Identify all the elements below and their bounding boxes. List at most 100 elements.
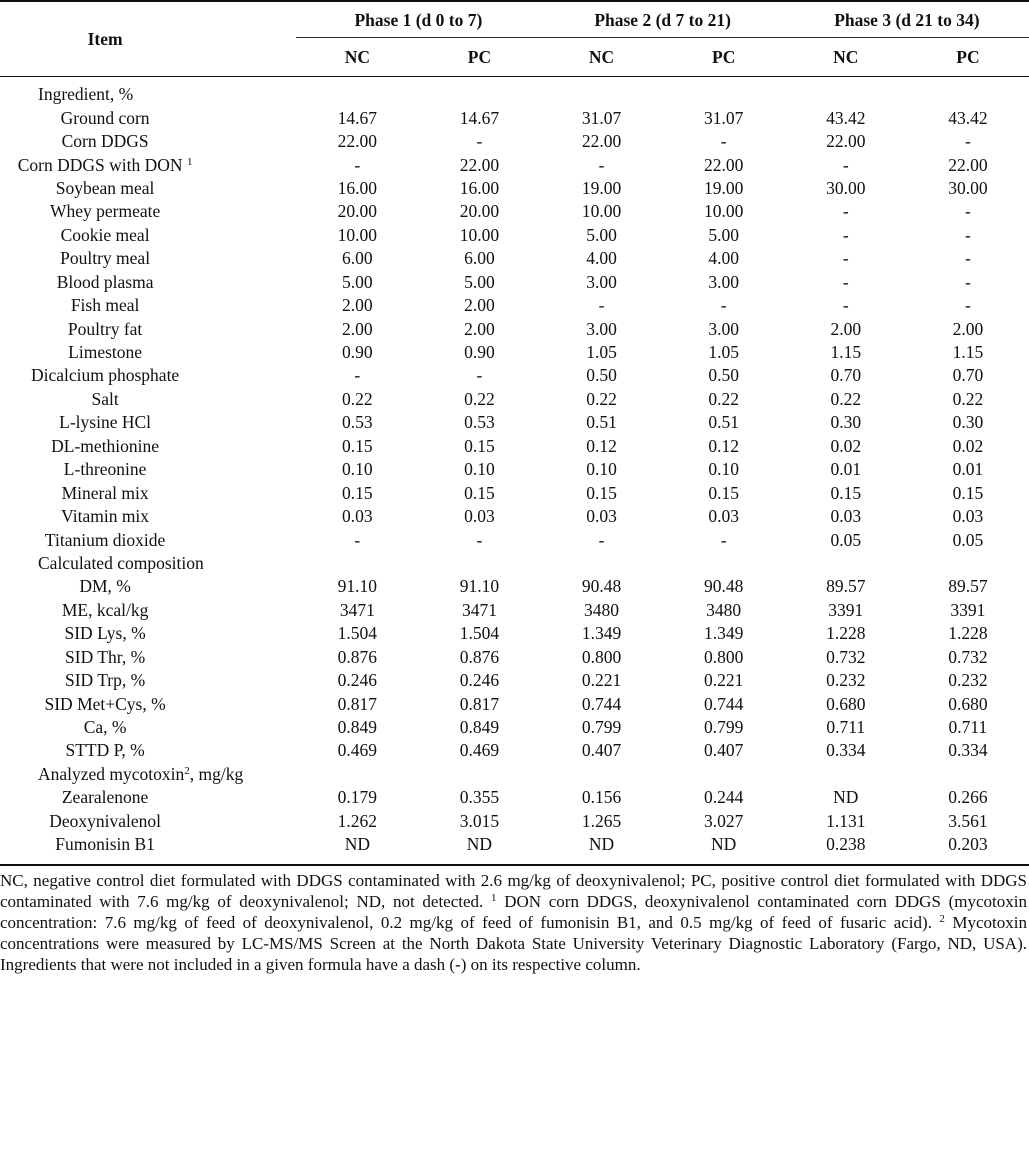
value-cell: 0.732 [948, 646, 988, 667]
section-label: Analyzed mycotoxin [38, 763, 185, 784]
value-cell: 0.238 [784, 833, 907, 867]
value-cell: 1.05 [586, 342, 617, 363]
row-label: Corn DDGS with DON 1 [0, 153, 210, 176]
value-cell: 0.10 [708, 459, 739, 480]
footnote-marker: 2 [184, 764, 190, 777]
spacer-cell [210, 669, 296, 692]
table-row: Cookie meal 10.00 10.00 5.00 5.00 - - [0, 224, 1029, 247]
spacer-cell [210, 528, 296, 551]
value-cell: ND [833, 787, 859, 808]
row-label-text: Fumonisin B1 [55, 834, 155, 855]
value-cell: 30.00 [948, 177, 988, 198]
footnote-text-2: DON corn DDGS, deoxynivalenol contaminat… [0, 892, 1027, 933]
header-nc-2: NC [540, 38, 663, 77]
value-cell: 3.027 [703, 810, 744, 831]
value-cell: 0.02 [952, 435, 984, 456]
footnote-marker-2: 2 [939, 913, 945, 926]
row-label: Salt [0, 388, 210, 411]
spacer-cell [210, 435, 296, 458]
value-cell: 14.67 [459, 107, 500, 128]
value-cell: 0.10 [464, 459, 495, 480]
spacer-cell [210, 739, 296, 762]
spacer-cell [210, 294, 296, 317]
value-cell: 14.67 [337, 107, 378, 128]
value-cell: 22.00 [948, 154, 988, 175]
value-cell: 0.266 [948, 787, 988, 808]
phase-3-label: Phase 3 (d 21 to 34) [784, 10, 1029, 38]
value-cell: 0.03 [586, 506, 617, 527]
spacer-cell [210, 364, 296, 387]
table-row: Vitamin mix 0.03 0.03 0.03 0.03 0.03 0.03 [0, 505, 1029, 528]
section-heading: Calculated composition [0, 552, 1029, 575]
value-cell: 1.131 [826, 810, 866, 831]
value-cell: 43.42 [948, 107, 988, 128]
value-cell: 3391 [828, 599, 864, 620]
value-cell: 0.10 [586, 459, 617, 480]
value-cell: 0.22 [586, 388, 617, 409]
value-cell: 1.349 [581, 623, 622, 644]
row-label: Cookie meal [0, 224, 210, 247]
table-row: Soybean meal 16.00 16.00 19.00 19.00 30.00 30.… [0, 177, 1029, 200]
value-cell: 19.00 [703, 177, 744, 198]
value-cell: 0.15 [586, 482, 617, 503]
value-cell: - [965, 131, 971, 152]
value-cell: 0.30 [830, 412, 862, 433]
row-label-text: Dicalcium phosphate [30, 365, 180, 386]
row-label: Vitamin mix [0, 505, 210, 528]
header-nc-3: NC [784, 38, 907, 77]
value-cell: 1.05 [708, 342, 739, 363]
row-label-text: SID Thr, % [65, 646, 146, 667]
row-label: Titanium dioxide [0, 528, 210, 551]
value-cell: 0.744 [581, 693, 622, 714]
footnote-text-3: Mycotoxin concentrations were measured b… [0, 913, 1027, 975]
spacer-cell [210, 153, 296, 176]
row-label: Dicalcium phosphate [0, 364, 210, 387]
value-cell: 0.203 [906, 833, 1029, 867]
value-cell: - [598, 529, 605, 550]
row-label-text: Poultry meal [60, 248, 151, 269]
table-row: SID Thr, % 0.876 0.876 0.800 0.800 0.732 0.732 [0, 646, 1029, 669]
value-cell: ND [296, 833, 419, 867]
table-row: L-lysine HCl 0.53 0.53 0.51 0.51 0.30 0.30 [0, 411, 1029, 434]
table-row: Whey permeate 20.00 20.00 10.00 10.00 - - [0, 200, 1029, 223]
table-row: SID Met+Cys, % 0.817 0.817 0.744 0.744 0.680 0… [0, 692, 1029, 715]
value-cell: 20.00 [337, 201, 378, 222]
value-cell: ND [418, 833, 541, 867]
row-label-text: Cookie meal [60, 224, 150, 245]
row-label-text: Poultry fat [67, 318, 143, 339]
value-cell: 0.53 [464, 412, 495, 433]
row-label-text: Whey permeate [49, 201, 161, 222]
row-label-text: SID Met+Cys, % [44, 693, 166, 714]
value-cell: - [598, 154, 605, 175]
value-cell: 1.504 [337, 623, 378, 644]
table-row: Salt 0.22 0.22 0.22 0.22 0.22 0.22 [0, 388, 1029, 411]
spacer-cell [210, 692, 296, 715]
table-row: Limestone 0.90 0.90 1.05 1.05 1.15 1.15 [0, 341, 1029, 364]
value-cell: 6.00 [342, 248, 373, 269]
value-cell: - [476, 365, 483, 386]
value-cell: 0.849 [337, 717, 378, 738]
row-label-text: Vitamin mix [61, 506, 150, 527]
value-cell: 0.244 [703, 787, 744, 808]
value-cell: 10.00 [703, 201, 744, 222]
row-label-text: Mineral mix [61, 482, 149, 503]
table-row: DM, % 91.10 91.10 90.48 90.48 89.57 89.57 [0, 575, 1029, 598]
row-label-text: Corn DDGS with DON [17, 154, 183, 175]
value-cell: 0.22 [342, 388, 373, 409]
section-row: Analyzed mycotoxin2, mg/kg [0, 763, 1029, 786]
value-cell: 0.02 [830, 435, 862, 456]
header-spacer [210, 1, 297, 77]
table-row: Ground corn 14.67 14.67 31.07 31.07 43.42 43.4… [0, 106, 1029, 129]
value-cell: 0.817 [337, 693, 378, 714]
section-heading: Analyzed mycotoxin2, mg/kg [0, 763, 1029, 786]
value-cell: 0.799 [581, 717, 622, 738]
value-cell: 2.00 [464, 318, 495, 339]
value-cell: 0.51 [708, 412, 739, 433]
spacer-cell [210, 177, 296, 200]
value-cell: 0.246 [337, 670, 378, 691]
value-cell: 0.232 [826, 670, 866, 691]
row-label-text: DL-methionine [51, 435, 160, 456]
row-label-text: Fish meal [70, 295, 140, 316]
spacer-cell [210, 200, 296, 223]
value-cell: 0.15 [464, 435, 495, 456]
